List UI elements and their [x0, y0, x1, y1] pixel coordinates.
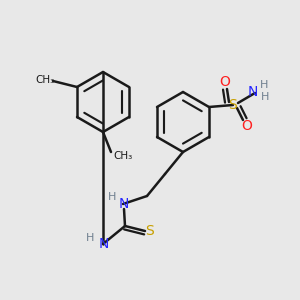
Text: H: H — [108, 192, 116, 202]
Text: H: H — [261, 92, 269, 102]
Text: H: H — [260, 80, 268, 90]
Text: S: S — [145, 224, 153, 238]
Text: H: H — [86, 233, 94, 243]
Text: O: O — [242, 119, 252, 133]
Text: O: O — [220, 75, 230, 89]
Text: CH₃: CH₃ — [113, 151, 133, 161]
Text: N: N — [99, 237, 109, 251]
Text: CH₃: CH₃ — [35, 75, 55, 85]
Text: S: S — [229, 98, 237, 112]
Text: N: N — [248, 85, 258, 99]
Text: N: N — [119, 197, 129, 211]
